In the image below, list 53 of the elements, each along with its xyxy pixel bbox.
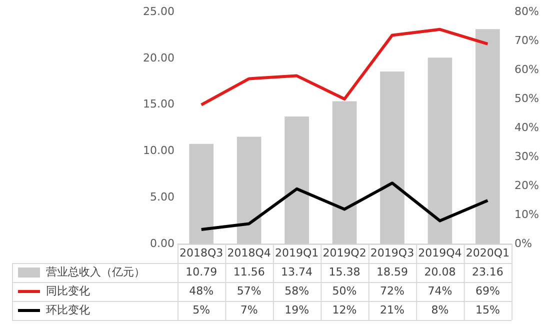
data-label: 48% xyxy=(189,284,214,298)
data-label: 21% xyxy=(380,303,404,316)
y2-tick-label: 30% xyxy=(514,150,540,163)
x-tick-label: 2019Q4 xyxy=(418,246,462,260)
data-label: 19% xyxy=(284,303,310,316)
data-label: 15% xyxy=(475,303,500,316)
data-label: 8% xyxy=(431,303,449,316)
data-label: 7% xyxy=(240,303,258,316)
data-label: 15.38 xyxy=(328,265,360,278)
y-tick-label: 5.00 xyxy=(150,190,174,204)
legend-label: 营业总收入（亿元） xyxy=(46,265,145,278)
y2-tick-label: 40% xyxy=(514,120,540,134)
bar xyxy=(428,58,452,244)
x-tick-label: 2018Q3 xyxy=(180,246,224,260)
data-label: 23.16 xyxy=(472,265,504,278)
data-label: 50% xyxy=(332,284,357,298)
bar xyxy=(476,29,500,244)
y-tick-label: 15.00 xyxy=(142,98,174,111)
data-label: 20.08 xyxy=(424,265,456,278)
data-label: 11.56 xyxy=(233,265,265,278)
y-tick-label: 0.00 xyxy=(150,236,174,250)
legend-label: 环比变化 xyxy=(46,303,90,316)
bar xyxy=(380,71,404,244)
bar xyxy=(236,136,262,244)
x-tick-label: 2018Q4 xyxy=(227,246,271,260)
data-label: 74% xyxy=(428,284,452,298)
y-tick-label: 25.00 xyxy=(142,4,174,18)
data-label: 13.74 xyxy=(281,265,313,278)
data-label: 58% xyxy=(284,284,310,298)
data-label: 57% xyxy=(236,284,262,298)
x-tick-label: 2019Q3 xyxy=(370,246,414,260)
data-label: 69% xyxy=(475,284,500,298)
y2-tick-label: 60% xyxy=(514,62,540,76)
data-label: 12% xyxy=(332,303,357,316)
legend-label: 同比变化 xyxy=(46,284,90,298)
y2-tick-label: 50% xyxy=(514,92,540,105)
y2-tick-label: 80% xyxy=(514,4,540,18)
data-label: 18.59 xyxy=(376,265,408,278)
y2-tick-label: 0% xyxy=(514,236,532,250)
y2-tick-label: 20% xyxy=(514,178,540,192)
x-tick-label: 2019Q1 xyxy=(274,246,319,260)
data-label: 72% xyxy=(380,284,404,298)
bar xyxy=(332,101,357,244)
data-label: 5% xyxy=(192,303,210,316)
y2-tick-label: 10% xyxy=(514,208,540,221)
y-tick-label: 20.00 xyxy=(142,51,174,64)
bar xyxy=(189,144,214,244)
y-tick-label: 10.00 xyxy=(142,144,174,158)
y2-tick-label: 70% xyxy=(514,34,540,47)
x-tick-label: 2019Q2 xyxy=(322,246,366,260)
data-label: 10.79 xyxy=(186,265,218,278)
bar xyxy=(284,116,309,244)
x-tick-label: 2020Q1 xyxy=(466,246,510,260)
